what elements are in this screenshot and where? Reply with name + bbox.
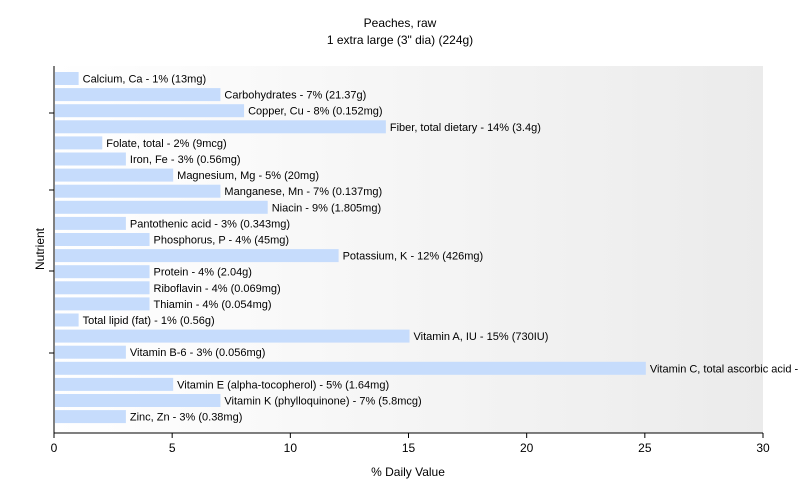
bar-label: Vitamin K (phylloquinone) - 7% (5.8mcg)	[224, 396, 421, 408]
bar	[55, 345, 126, 359]
bar	[55, 200, 268, 214]
bar-label: Magnesium, Mg - 5% (20mg)	[177, 170, 319, 182]
x-tick-label: 20	[520, 441, 534, 455]
bar-label: Zinc, Zn - 3% (0.38mg)	[130, 412, 242, 424]
bar	[55, 88, 221, 102]
x-tick-label: 5	[169, 441, 176, 455]
bar	[55, 377, 174, 391]
bar	[55, 72, 79, 85]
bar	[55, 120, 386, 134]
bar-label: Riboflavin - 4% (0.069mg)	[154, 283, 281, 295]
axes-layer: 0 5 10 15 20 25 30	[49, 66, 770, 455]
bar-label: Vitamin B-6 - 3% (0.056mg)	[130, 347, 266, 359]
bar-label: Fiber, total dietary - 14% (3.4g)	[390, 122, 541, 134]
bar-label: Copper, Cu - 8% (0.152mg)	[248, 106, 383, 118]
bar-label: Pantothenic acid - 3% (0.343mg)	[130, 218, 290, 230]
x-tick-label: 10	[284, 441, 298, 455]
bar-label: Total lipid (fat) - 1% (0.56g)	[83, 315, 215, 327]
bar-label: Vitamin E (alpha-tocopherol) - 5% (1.64m…	[177, 379, 389, 391]
bar-label: Carbohydrates - 7% (21.37g)	[224, 90, 366, 102]
bar-label: Manganese, Mn - 7% (0.137mg)	[224, 186, 382, 198]
bar	[55, 216, 126, 230]
x-tick-label: 30	[756, 441, 770, 455]
bar-label: Vitamin A, IU - 15% (730IU)	[414, 331, 549, 343]
bars-layer: Calcium, Ca - 1% (13mg) Carbohydrates - 7…	[55, 72, 800, 424]
bar	[55, 297, 150, 311]
bar	[55, 394, 221, 407]
bar-label: Folate, total - 2% (9mcg)	[106, 138, 226, 150]
bar-label: Iron, Fe - 3% (0.56mg)	[130, 154, 241, 166]
bar	[55, 233, 150, 246]
bar-label: Protein - 4% (2.04g)	[154, 267, 252, 279]
chart-title: Peaches, raw	[364, 16, 437, 30]
bar-label: Thiamin - 4% (0.054mg)	[154, 299, 272, 311]
bar	[55, 184, 221, 198]
bar	[55, 281, 150, 295]
bar-label: Potassium, K - 12% (426mg)	[343, 251, 484, 263]
bar	[55, 168, 174, 182]
bar-label: Phosphorus, P - 4% (45mg)	[154, 235, 290, 247]
bar	[55, 104, 245, 118]
bar	[55, 249, 339, 263]
x-tick-label: 0	[51, 441, 58, 455]
x-tick-label: 15	[402, 441, 416, 455]
bar	[55, 265, 150, 279]
bar-label: Calcium, Ca - 1% (13mg)	[83, 74, 206, 86]
chart-subtitle: 1 extra large (3" dia) (224g)	[327, 33, 473, 47]
x-axis-label: % Daily Value	[371, 465, 445, 479]
bar	[55, 329, 410, 343]
bar	[55, 152, 126, 166]
x-tick-label: 25	[638, 441, 652, 455]
bar-label: Niacin - 9% (1.805mg)	[272, 202, 381, 214]
bar	[55, 361, 646, 375]
bar	[55, 136, 103, 150]
bar	[55, 313, 79, 327]
bar	[55, 410, 126, 424]
y-axis-label: Nutrient	[33, 227, 47, 270]
bar-label: Vitamin C, total ascorbic acid - 25% (14…	[650, 363, 800, 375]
